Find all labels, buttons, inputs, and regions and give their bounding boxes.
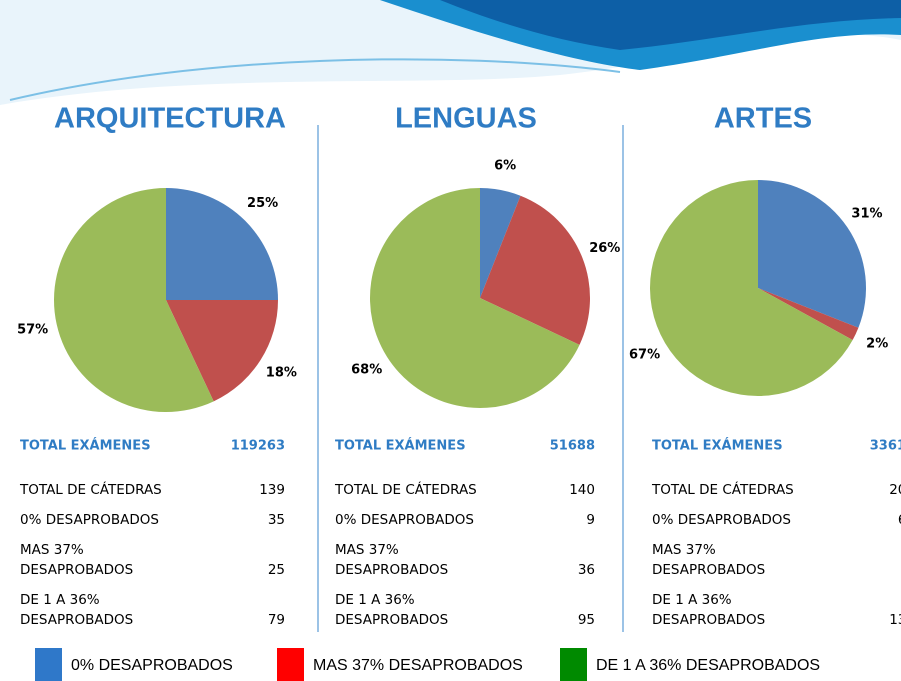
- total-value: 119263: [231, 439, 285, 454]
- legend-swatch: [35, 648, 62, 681]
- row-label: 0% DESAPROBADOS: [652, 512, 791, 528]
- slice-label: 26%: [589, 241, 620, 256]
- legend-label: MAS 37% DESAPROBADOS: [313, 657, 523, 674]
- slide: ARQUITECTURA 25% 18% 57% LENGUAS 6% 26% 68% ARTE…: [0, 0, 901, 681]
- row-value: 202: [889, 482, 901, 498]
- row-label: DESAPROBADOS: [20, 612, 133, 628]
- total-label: TOTAL EXÁMENES: [20, 438, 151, 454]
- row-label: 0% DESAPROBADOS: [335, 512, 474, 528]
- row-label: 0% DESAPROBADOS: [20, 512, 159, 528]
- slice-label: 2%: [866, 337, 888, 352]
- row-label: TOTAL DE CÁTEDRAS: [651, 481, 794, 498]
- legend-label: 0% DESAPROBADOS: [71, 657, 233, 674]
- row-value: 9: [586, 512, 595, 528]
- slice-label: 68%: [351, 362, 382, 377]
- legend-swatch: [277, 648, 304, 681]
- row-value: 139: [259, 482, 285, 498]
- total-value: 51688: [550, 439, 595, 454]
- row-label: DESAPROBADOS: [335, 612, 448, 628]
- row-value: 35: [268, 512, 285, 528]
- row-label: DE 1 A 36%: [652, 592, 732, 608]
- row-value: 25: [268, 562, 285, 578]
- chart-title: ARTES: [714, 103, 812, 135]
- row-label: TOTAL DE CÁTEDRAS: [334, 481, 477, 498]
- row-label: DESAPROBADOS: [652, 612, 765, 628]
- row-label: DESAPROBADOS: [652, 562, 765, 578]
- slice-label: 25%: [247, 196, 278, 211]
- row-value: 136: [889, 612, 901, 628]
- row-value: 140: [569, 482, 595, 498]
- legend-swatch: [560, 648, 587, 681]
- row-value: 95: [578, 612, 595, 628]
- total-value: 33612: [870, 439, 901, 454]
- chart-title: LENGUAS: [395, 103, 537, 135]
- row-label: DESAPROBADOS: [335, 562, 448, 578]
- total-label: TOTAL EXÁMENES: [335, 438, 466, 454]
- row-label: MAS 37%: [335, 542, 399, 558]
- row-label: MAS 37%: [652, 542, 716, 558]
- total-label: TOTAL EXÁMENES: [652, 438, 783, 454]
- slice-label: 31%: [851, 206, 882, 221]
- slice-label: 6%: [494, 159, 516, 174]
- row-label: DE 1 A 36%: [20, 592, 100, 608]
- row-label: TOTAL DE CÁTEDRAS: [19, 481, 162, 498]
- row-label: DE 1 A 36%: [335, 592, 415, 608]
- row-label: DESAPROBADOS: [20, 562, 133, 578]
- row-value: 79: [268, 612, 285, 628]
- chart-title: ARQUITECTURA: [54, 103, 286, 135]
- slice-label: 18%: [266, 366, 297, 381]
- row-value: 36: [578, 562, 595, 578]
- row-label: MAS 37%: [20, 542, 84, 558]
- slice-label: 57%: [17, 322, 48, 337]
- slice-label: 67%: [629, 348, 660, 363]
- legend-label: DE 1 A 36% DESAPROBADOS: [596, 657, 820, 674]
